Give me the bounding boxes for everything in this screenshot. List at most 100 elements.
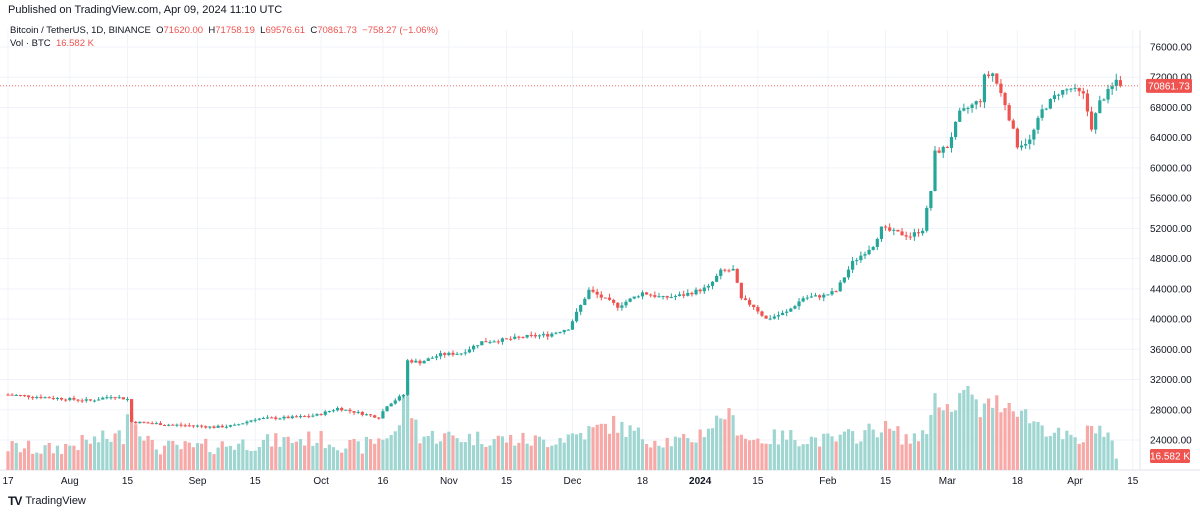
candle-body	[286, 416, 290, 419]
candle-body	[772, 316, 776, 319]
candle-body	[220, 425, 224, 428]
volume-bar	[492, 439, 496, 470]
volume-bar	[504, 442, 509, 470]
volume-bar	[570, 433, 575, 470]
time-tick-label: 15	[1127, 476, 1139, 487]
volume-bar	[348, 439, 352, 470]
volume-bar	[146, 435, 150, 470]
candle-body	[245, 421, 249, 424]
volume-bar	[954, 410, 958, 470]
volume-bar	[921, 430, 925, 470]
volume-bar	[175, 444, 179, 470]
candle-body	[995, 73, 999, 84]
candle-body	[397, 396, 401, 401]
candle-body	[162, 424, 167, 426]
candle-body	[434, 356, 439, 358]
volume-bar	[389, 435, 393, 470]
volume-bar	[183, 441, 187, 470]
price-chart[interactable]: 24000.00 28000.00 32000.00 36000.00 40000.00…	[0, 16, 1200, 514]
volume-bar	[826, 433, 830, 470]
price-axis: 24000.00 28000.00 32000.00 36000.00 40000.00…	[1150, 43, 1192, 447]
volume-bar	[1061, 439, 1065, 470]
candle-body	[171, 424, 175, 426]
volume-bar	[661, 447, 665, 470]
volume-bar	[414, 419, 418, 470]
candle-body	[39, 396, 43, 398]
volume-bar	[245, 449, 249, 470]
volume-bar	[991, 407, 995, 470]
candle-body	[68, 397, 72, 401]
candle-body	[661, 296, 665, 298]
candle-body	[929, 191, 933, 208]
volume-bar	[1077, 443, 1081, 470]
candle-body	[896, 229, 900, 232]
candle-body	[546, 334, 550, 337]
volume-bar	[916, 441, 921, 470]
volume-bar	[200, 443, 204, 470]
candle-body	[18, 395, 22, 397]
candle-body	[768, 318, 772, 320]
time-tick-label: 15	[122, 476, 134, 487]
volume-bar	[896, 426, 900, 470]
volume-bar	[509, 434, 513, 470]
candle-body	[789, 308, 793, 312]
volume-bar	[978, 417, 982, 470]
volume-bar	[257, 446, 261, 470]
volume-bar	[888, 428, 892, 470]
candle-body	[1061, 90, 1065, 95]
candle-body	[533, 335, 537, 337]
candle-body	[1085, 93, 1090, 112]
volume-bar	[970, 394, 974, 470]
candle-body	[167, 424, 171, 426]
volume-bar	[476, 431, 480, 470]
price-tick-label: 36000.00	[1150, 345, 1192, 356]
candle-body	[471, 345, 476, 350]
candle-body	[101, 397, 105, 400]
candle-body	[319, 414, 323, 416]
candle-body	[904, 235, 908, 237]
price-tick-label: 52000.00	[1150, 224, 1192, 235]
volume-bar	[471, 445, 476, 470]
candle-body	[1011, 120, 1015, 129]
volume-bar	[130, 413, 134, 470]
volume-bar	[554, 444, 558, 470]
legend-high-label: H	[208, 25, 216, 36]
volume-bar	[249, 450, 253, 470]
last-volume-label: 16.582 K	[1150, 452, 1190, 463]
time-tick-label: Nov	[440, 476, 458, 487]
candle-body	[509, 338, 513, 340]
volume-bar	[204, 438, 208, 470]
candle-body	[208, 426, 212, 428]
volume-bar	[583, 439, 587, 470]
volume-bar	[859, 441, 863, 470]
volume-bar	[1007, 403, 1011, 470]
legend-price-row: Bitcoin / TetherUS, 1D, BINANCE O71620.0…	[10, 24, 438, 37]
volume-bar	[356, 441, 360, 470]
last-volume-badge	[1150, 449, 1190, 463]
candle-body	[1069, 88, 1073, 90]
volume-bar	[381, 439, 385, 470]
volume-bar	[51, 453, 55, 470]
candle-body	[752, 304, 756, 308]
candle-body	[6, 394, 10, 396]
candle-body	[175, 424, 179, 426]
candle-body	[311, 415, 315, 417]
candle-body	[406, 360, 410, 395]
volume-bar	[208, 452, 212, 470]
volume-bar	[587, 426, 591, 470]
candle-body	[1052, 95, 1057, 100]
volume-bar	[294, 441, 298, 470]
legend-symbol: Bitcoin / TetherUS, 1D, BINANCE	[10, 25, 151, 36]
volume-bar	[1110, 440, 1114, 470]
candle-body	[776, 315, 781, 317]
candle-body	[574, 311, 579, 322]
candle-body	[698, 289, 702, 292]
volume-bar	[1028, 423, 1032, 470]
volume-bar	[719, 418, 723, 470]
legend-change: −758.27 (−1.06%)	[362, 25, 439, 36]
tradingview-brand[interactable]: TV TradingView	[8, 494, 86, 508]
volume-bar	[212, 454, 216, 470]
volume-bar	[694, 442, 698, 470]
volume-bar	[278, 446, 282, 470]
candle-body	[702, 287, 706, 292]
